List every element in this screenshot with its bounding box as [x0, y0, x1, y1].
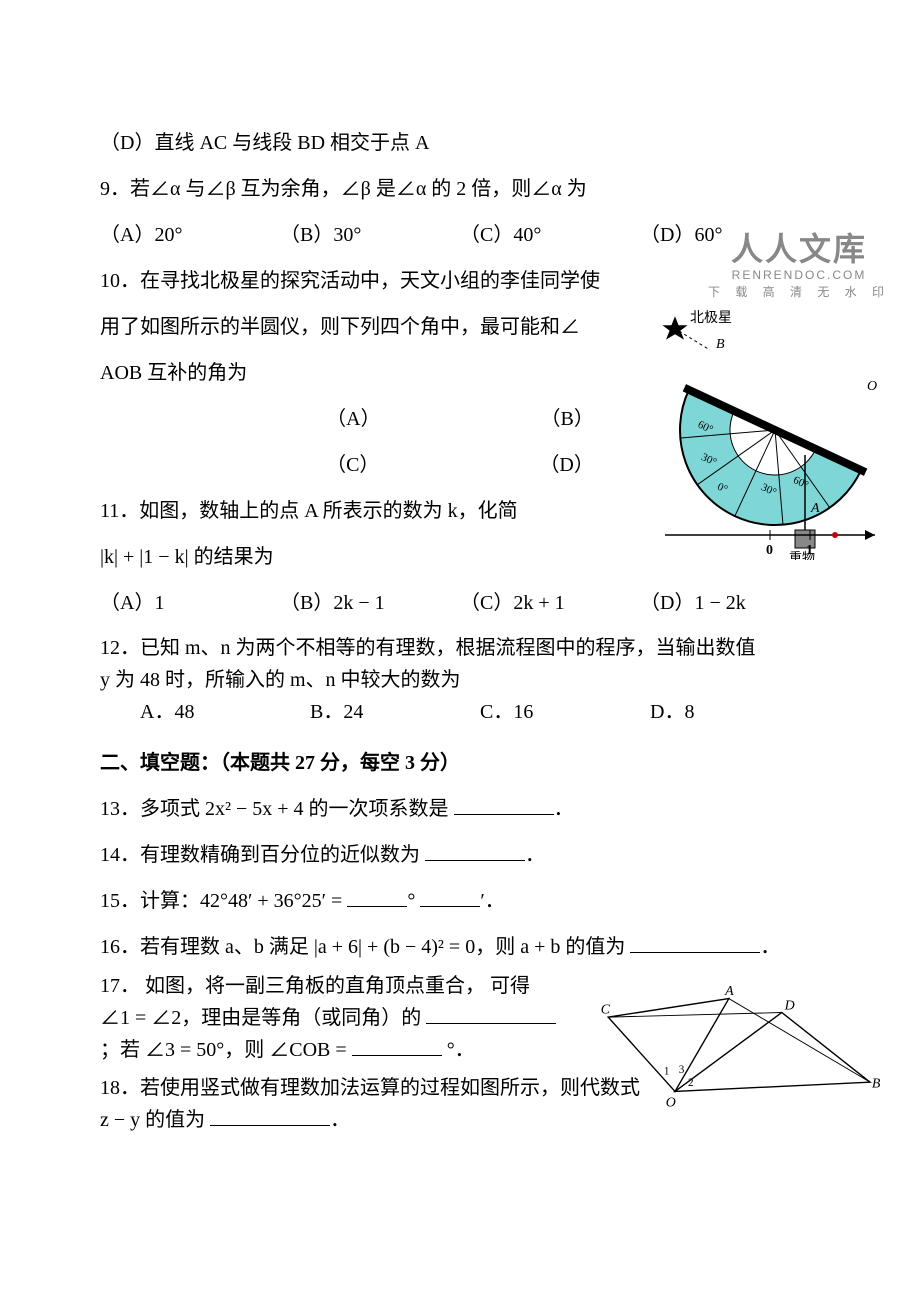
q12-stem1: 12．已知 m、n 为两个不相等的有理数，根据流程图中的程序，当输出数值 — [100, 632, 820, 664]
q12-options: A．48 B．24 C．16 D．8 — [100, 696, 820, 728]
exam-page: 人人文库 RENRENDOC.COM 下 载 高 清 无 水 印 北极星 B — [0, 0, 920, 1302]
section2-head: 二、填空题：（本题共 27 分，每空 3 分） — [100, 740, 820, 786]
dashed-line — [674, 328, 710, 350]
label-A: A — [810, 501, 820, 516]
q12-C: C．16 — [480, 696, 650, 728]
watermark-title: 人人文库 — [708, 230, 890, 268]
q10-C: （C） — [326, 442, 379, 488]
q16-blank — [630, 932, 760, 953]
svg-text:O: O — [666, 1095, 676, 1110]
q14-text: 14．有理数精确到百分位的近似数为 — [100, 844, 420, 866]
q16-text: 16．若有理数 a、b 满足 |a + 6| + (b − 4)² = 0，则 … — [100, 936, 625, 958]
q11-options: （A）1 （B）2k − 1 （C）2k + 1 （D）1 − 2k — [100, 580, 820, 626]
q18-line2: z − y 的值为 — [100, 1109, 205, 1131]
label-B: B — [716, 337, 725, 352]
q11-D: （D）1 − 2k — [640, 580, 820, 626]
q14: 14．有理数精确到百分位的近似数为 ． — [100, 832, 820, 878]
q14-blank — [425, 840, 525, 861]
q15-blank-deg — [347, 886, 407, 907]
q13-text: 13．多项式 2x² − 5x + 4 的一次项系数是 — [100, 798, 449, 820]
q17-line2a: ∠1 = ∠2，理由是等角（或同角）的 — [100, 1007, 421, 1029]
q16: 16．若有理数 a、b 满足 |a + 6| + (b − 4)² = 0，则 … — [100, 924, 820, 970]
q9-stem: 9．若∠α 与∠β 互为余角，∠β 是∠α 的 2 倍，则∠α 为 — [100, 166, 820, 212]
protractor-star-label: 北极星 — [690, 310, 732, 326]
q15-blank-min — [420, 886, 480, 907]
svg-text:1: 1 — [806, 543, 813, 558]
q17-line3b: °． — [447, 1039, 475, 1061]
svg-text:A: A — [724, 984, 734, 999]
svg-text:0: 0 — [766, 543, 773, 558]
q12-B: B．24 — [310, 696, 480, 728]
q17-blank2 — [352, 1035, 442, 1056]
point-A — [832, 532, 838, 538]
q13-blank — [454, 794, 554, 815]
arrowhead-icon — [865, 530, 875, 540]
svg-text:C: C — [601, 1002, 611, 1017]
numberline-figure: 0 1 — [660, 520, 890, 577]
svg-text:1: 1 — [664, 1066, 670, 1078]
q15-text: 15．计算：42°48′ + 36°25′ = — [100, 890, 342, 912]
numberline-svg: 0 1 — [660, 520, 890, 560]
label-O: O — [867, 379, 877, 394]
q15: 15．计算：42°48′ + 36°25′ = ° ′． — [100, 878, 820, 924]
q9-C: （C）40° — [460, 212, 640, 258]
star-icon — [662, 316, 687, 339]
watermark: 人人文库 RENRENDOC.COM 下 载 高 清 无 水 印 — [708, 230, 890, 299]
q12-stem2: y 为 48 时，所输入的 m、n 中较大的数为 — [100, 664, 820, 696]
svg-text:3: 3 — [679, 1064, 685, 1076]
watermark-domain: RENRENDOC.COM — [708, 268, 890, 282]
svg-text:D: D — [784, 999, 795, 1014]
svg-text:B: B — [872, 1077, 881, 1092]
q10-A: （A） — [326, 396, 380, 442]
q10-D: （D） — [539, 442, 593, 488]
triangles-svg: C A D B O 1 2 3 — [590, 980, 890, 1110]
triangles-figure: C A D B O 1 2 3 — [590, 980, 890, 1127]
q12-D: D．8 — [650, 696, 820, 728]
q9-A: （A）20° — [100, 212, 280, 258]
q11-C: （C）2k + 1 — [460, 580, 640, 626]
q9-B: （B）30° — [280, 212, 460, 258]
q17-blank1 — [426, 1003, 556, 1024]
q12-A: A．48 — [140, 696, 310, 728]
q11-B: （B）2k − 1 — [280, 580, 460, 626]
q11-A: （A）1 — [100, 580, 280, 626]
q17-line3a: ；若 ∠3 = 50°，则 ∠COB = — [100, 1039, 347, 1061]
q8-optD: （D）直线 AC 与线段 BD 相交于点 A — [100, 120, 820, 166]
q13: 13．多项式 2x² − 5x + 4 的一次项系数是 ． — [100, 786, 820, 832]
svg-text:2: 2 — [688, 1077, 694, 1089]
q18-blank — [210, 1105, 330, 1126]
q10-B: （B） — [541, 396, 594, 442]
watermark-sub: 下 载 高 清 无 水 印 — [708, 285, 890, 299]
